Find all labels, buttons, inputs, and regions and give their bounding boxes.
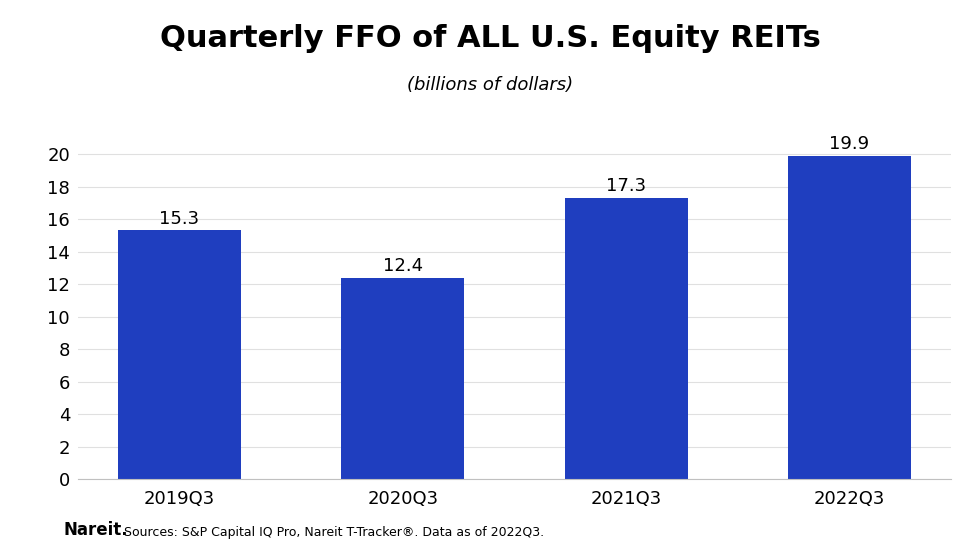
Text: 19.9: 19.9 — [829, 134, 869, 153]
Text: Sources: S&P Capital IQ Pro, Nareit T-Tracker®. Data as of 2022Q3.: Sources: S&P Capital IQ Pro, Nareit T-Tr… — [124, 526, 545, 539]
Text: Nareit.: Nareit. — [64, 521, 128, 539]
Text: 12.4: 12.4 — [383, 257, 423, 275]
Bar — [341, 278, 465, 479]
Text: Quarterly FFO of ALL U.S. Equity REITs: Quarterly FFO of ALL U.S. Equity REITs — [160, 24, 820, 53]
Text: 17.3: 17.3 — [606, 177, 646, 195]
Bar — [118, 230, 241, 479]
Text: (billions of dollars): (billions of dollars) — [407, 77, 573, 94]
Bar — [788, 155, 911, 479]
Bar — [564, 198, 688, 479]
Text: 15.3: 15.3 — [160, 209, 200, 228]
